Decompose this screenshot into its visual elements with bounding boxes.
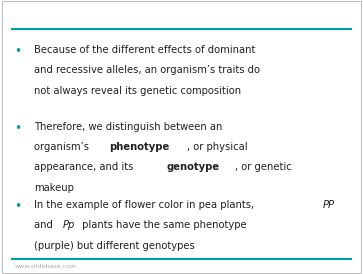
Text: •: • [15,200,22,213]
Text: not always reveal its genetic composition: not always reveal its genetic compositio… [34,86,242,96]
Text: (purple) but different genotypes: (purple) but different genotypes [34,241,195,250]
Text: In the example of flower color in pea plants,: In the example of flower color in pea pl… [34,200,258,210]
Text: www.slidebase.com: www.slidebase.com [15,264,76,269]
Text: phenotype: phenotype [110,142,170,152]
Text: Pp: Pp [63,220,75,230]
Text: and recessive alleles, an organism’s traits do: and recessive alleles, an organism’s tra… [34,65,261,75]
Text: Because of the different effects of dominant: Because of the different effects of domi… [34,45,256,55]
Text: •: • [15,122,22,135]
Text: PP: PP [323,200,335,210]
Text: appearance, and its: appearance, and its [34,162,137,172]
Text: organism’s: organism’s [34,142,93,152]
Text: makeup: makeup [34,183,74,193]
Text: •: • [15,45,22,58]
Text: , or genetic: , or genetic [235,162,292,172]
Text: genotype: genotype [167,162,220,172]
Text: plants have the same phenotype: plants have the same phenotype [79,220,246,230]
Text: and: and [34,220,57,230]
Text: Therefore, we distinguish between an: Therefore, we distinguish between an [34,122,223,132]
Text: , or physical: , or physical [187,142,248,152]
